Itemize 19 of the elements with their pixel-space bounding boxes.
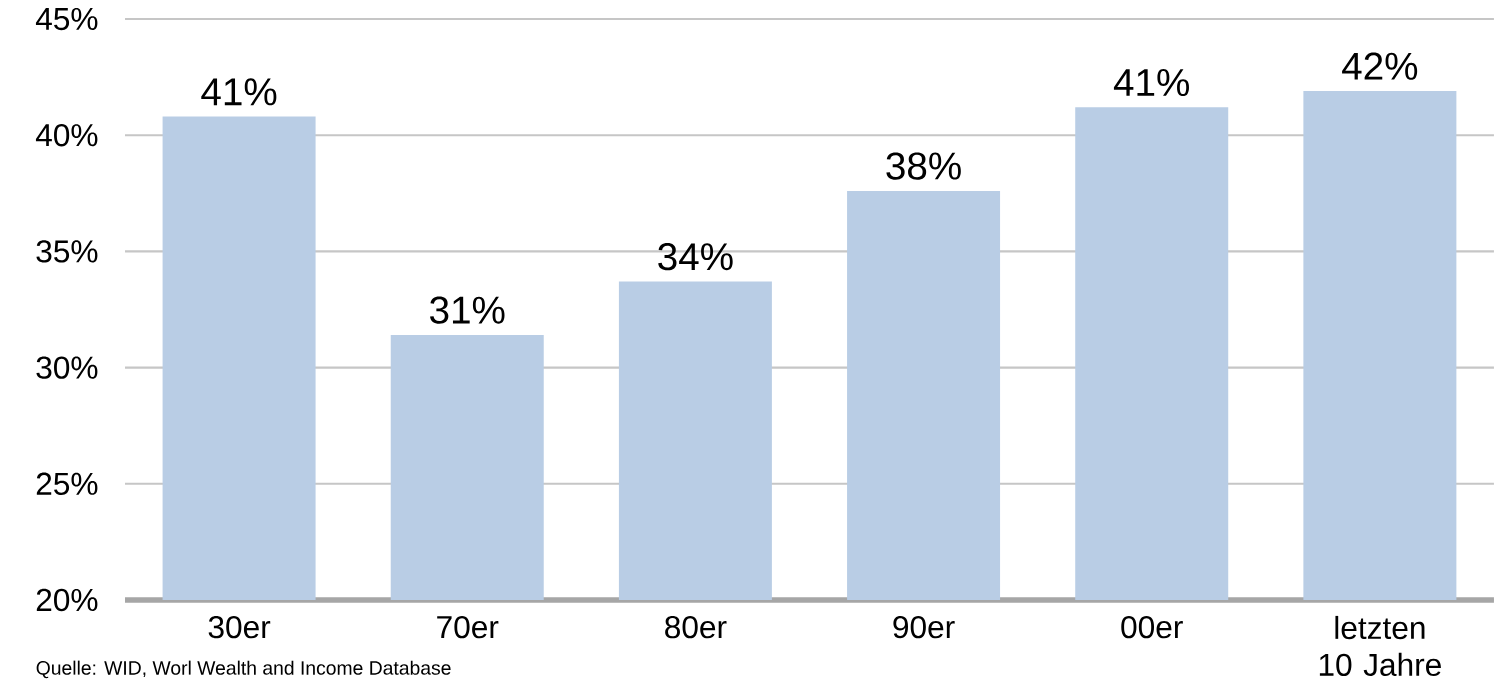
data-label: 41% — [201, 78, 277, 106]
data-label: 34% — [658, 243, 733, 271]
x-tick-label: 70er — [437, 615, 499, 639]
y-tick-label: 25% — [36, 472, 98, 496]
y-tick-label: 20% — [36, 588, 98, 612]
y-tick-label: 40% — [35, 123, 98, 147]
x-tick-label: 90er — [893, 615, 955, 639]
data-label: 42% — [1342, 52, 1418, 80]
x-tick-label: 80er — [665, 615, 727, 639]
x-tick-label: letzten 10 Jahre — [1319, 615, 1441, 677]
x-tick-label: 00er — [1121, 615, 1183, 639]
x-tick-label: 30er — [208, 615, 271, 639]
data-label: 38% — [886, 152, 961, 180]
source-note: Quelle: WID, Worl Wealth and Income Database — [36, 660, 451, 679]
y-tick-label: 45% — [35, 7, 98, 31]
data-label: 41% — [1113, 69, 1189, 97]
data-label: 31% — [430, 296, 505, 324]
y-tick-label: 35% — [36, 240, 98, 263]
y-tick-label: 30% — [36, 356, 98, 379]
